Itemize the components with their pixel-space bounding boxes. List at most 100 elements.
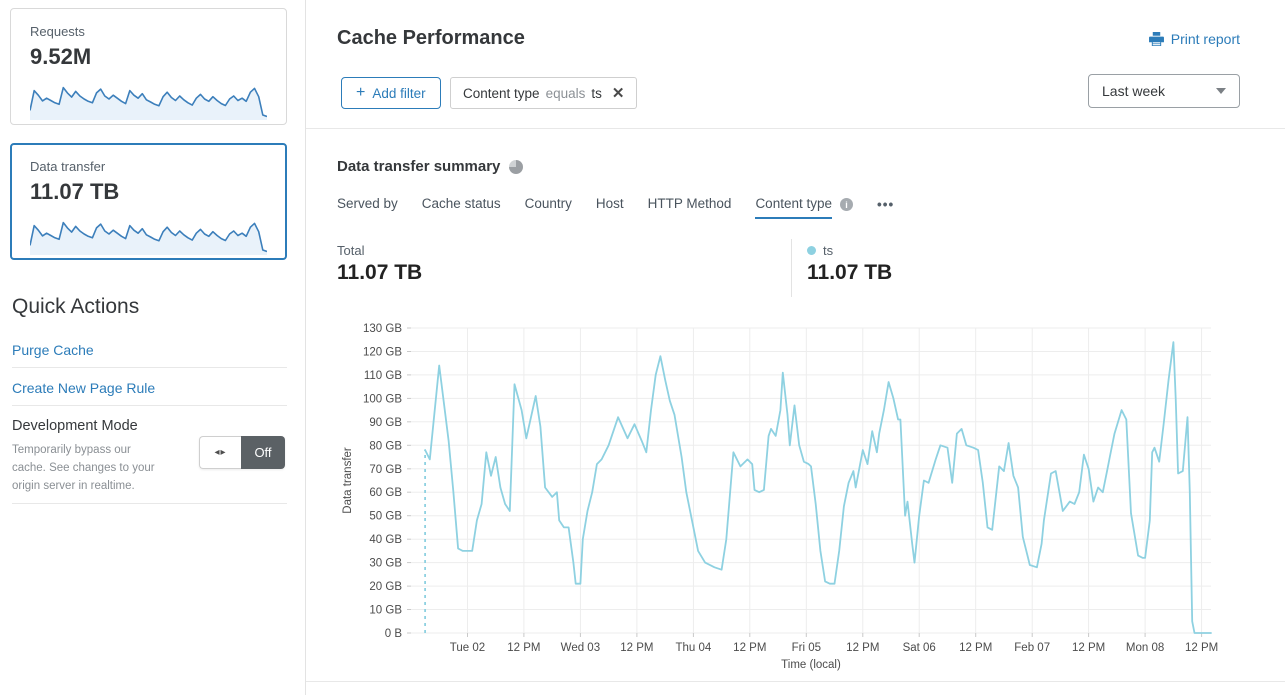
chart-axis-labels: 0 B 10 GB 20 GB 30 GB 40 GB 50 GB 60 GB 70 GB 80… bbox=[342, 323, 1218, 671]
svg-text:Sat 06: Sat 06 bbox=[903, 642, 936, 654]
svg-text:12 PM: 12 PM bbox=[959, 642, 992, 654]
total-label: Total bbox=[337, 243, 365, 258]
add-filter-label: Add filter bbox=[372, 85, 426, 101]
tab-label: HTTP Method bbox=[647, 196, 732, 211]
chart-gridlines bbox=[407, 327, 1211, 637]
print-report-label: Print report bbox=[1170, 31, 1240, 47]
metric-card-data-transfer[interactable]: Data transfer 11.07 TB bbox=[10, 143, 287, 260]
svg-text:Tue 02: Tue 02 bbox=[450, 642, 485, 654]
filter-value: ts bbox=[591, 85, 602, 101]
toggle-arrows-icon: ◂▸ bbox=[199, 436, 241, 469]
svg-text:50 GB: 50 GB bbox=[369, 511, 402, 523]
development-mode-title: Development Mode bbox=[12, 418, 138, 434]
main-panel: Cache Performance Print report + Add fil… bbox=[305, 0, 1285, 695]
metric-label-requests: Requests bbox=[30, 24, 85, 39]
series-legend: ts 11.07 TB bbox=[807, 243, 892, 285]
svg-text:12 PM: 12 PM bbox=[733, 642, 766, 654]
svg-text:12 PM: 12 PM bbox=[846, 642, 879, 654]
info-icon[interactable]: i bbox=[840, 198, 853, 211]
svg-text:110 GB: 110 GB bbox=[364, 370, 402, 382]
chart-container: 0 B 10 GB 20 GB 30 GB 40 GB 50 GB 60 GB 70 GB 80… bbox=[331, 316, 1221, 683]
svg-text:100 GB: 100 GB bbox=[363, 393, 402, 405]
data-transfer-sparkline-chart bbox=[30, 221, 267, 255]
svg-text:30 GB: 30 GB bbox=[369, 558, 402, 570]
time-range-select[interactable]: Last week bbox=[1088, 74, 1240, 108]
divider bbox=[12, 405, 287, 406]
svg-text:70 GB: 70 GB bbox=[369, 464, 402, 476]
purge-cache-link[interactable]: Purge Cache bbox=[12, 342, 94, 358]
print-report-button[interactable]: Print report bbox=[1148, 31, 1240, 47]
svg-text:Wed 03: Wed 03 bbox=[561, 642, 600, 654]
svg-text:12 PM: 12 PM bbox=[620, 642, 653, 654]
tab-content-type[interactable]: Content type i bbox=[755, 196, 853, 221]
total-stat: Total 11.07 TB bbox=[337, 243, 422, 285]
filter-field: Content type bbox=[463, 85, 540, 101]
svg-text:20 GB: 20 GB bbox=[369, 581, 402, 593]
tab-label: Country bbox=[524, 196, 572, 211]
metric-card-requests[interactable]: Requests 9.52M bbox=[10, 8, 287, 125]
plus-icon: + bbox=[356, 84, 366, 101]
chart-series-ts bbox=[424, 341, 1212, 634]
requests-sparkline-chart bbox=[30, 86, 267, 120]
filter-chip-content-type: Content type equals ts ✕ bbox=[450, 77, 638, 109]
total-value: 11.07 TB bbox=[337, 261, 423, 284]
tab-cache-status[interactable]: Cache status bbox=[422, 196, 501, 221]
divider bbox=[12, 367, 287, 368]
printer-icon bbox=[1148, 32, 1164, 46]
svg-text:Mon 08: Mon 08 bbox=[1126, 642, 1164, 654]
create-page-rule-link[interactable]: Create New Page Rule bbox=[12, 380, 156, 396]
svg-text:120 GB: 120 GB bbox=[363, 347, 402, 359]
divider bbox=[306, 681, 1285, 682]
tab-host[interactable]: Host bbox=[596, 196, 624, 221]
legend-series-name: ts bbox=[823, 243, 834, 258]
quick-actions-title: Quick Actions bbox=[12, 295, 140, 318]
time-range-value: Last week bbox=[1102, 83, 1166, 99]
add-filter-button[interactable]: + Add filter bbox=[341, 77, 441, 109]
metric-value-data-transfer: 11.07 TB bbox=[30, 179, 120, 204]
svg-text:10 GB: 10 GB bbox=[369, 605, 402, 617]
tab-label: Content type bbox=[755, 196, 832, 219]
tab-label: Served by bbox=[337, 196, 398, 211]
summary-tabs: Served by Cache status Country Host HTTP Met… bbox=[337, 196, 853, 221]
tab-served-by[interactable]: Served by bbox=[337, 196, 398, 221]
divider bbox=[12, 503, 287, 504]
pie-chart-icon bbox=[509, 159, 524, 174]
svg-text:40 GB: 40 GB bbox=[369, 534, 402, 546]
summary-tabs-row: Served by Cache status Country Host HTTP Met… bbox=[337, 196, 894, 221]
summary-header: Data transfer summary bbox=[337, 158, 524, 175]
svg-text:0 B: 0 B bbox=[385, 628, 403, 640]
svg-text:80 GB: 80 GB bbox=[369, 440, 402, 452]
svg-text:130 GB: 130 GB bbox=[363, 323, 402, 335]
chevron-down-icon bbox=[1216, 88, 1226, 94]
tab-label: Host bbox=[595, 196, 624, 211]
legend-series-value: 11.07 TB bbox=[807, 261, 893, 284]
tab-http-method[interactable]: HTTP Method bbox=[648, 196, 732, 221]
svg-text:12 PM: 12 PM bbox=[1072, 642, 1105, 654]
more-tabs-button[interactable]: ••• bbox=[877, 197, 895, 212]
svg-text:12 PM: 12 PM bbox=[507, 642, 540, 654]
tab-country[interactable]: Country bbox=[525, 196, 572, 221]
metric-value-requests: 9.52M bbox=[30, 44, 92, 69]
toggle-state-label: Off bbox=[241, 436, 285, 469]
svg-text:60 GB: 60 GB bbox=[369, 487, 402, 499]
divider bbox=[306, 128, 1285, 129]
svg-text:Thu 04: Thu 04 bbox=[675, 642, 711, 654]
development-mode-toggle[interactable]: ◂▸ Off bbox=[199, 436, 285, 469]
summary-title: Data transfer summary bbox=[337, 158, 501, 175]
svg-text:12 PM: 12 PM bbox=[1185, 642, 1218, 654]
sidebar: Requests 9.52M Data transfer 11.07 TB Qu… bbox=[0, 0, 305, 695]
svg-text:Feb 07: Feb 07 bbox=[1014, 642, 1050, 654]
svg-text:90 GB: 90 GB bbox=[369, 417, 402, 429]
page-title: Cache Performance bbox=[337, 27, 525, 49]
tab-label: Cache status bbox=[421, 196, 501, 211]
metric-label-data-transfer: Data transfer bbox=[30, 159, 106, 174]
legend-dot-icon bbox=[807, 246, 816, 255]
filter-operator: equals bbox=[545, 85, 586, 101]
svg-text:Fri 05: Fri 05 bbox=[792, 642, 821, 654]
remove-filter-icon[interactable]: ✕ bbox=[611, 85, 625, 102]
svg-text:Data transfer: Data transfer bbox=[342, 447, 354, 514]
svg-text:Time (local): Time (local) bbox=[781, 659, 841, 671]
data-transfer-chart: 0 B 10 GB 20 GB 30 GB 40 GB 50 GB 60 GB 70 GB 80… bbox=[342, 323, 1218, 671]
divider bbox=[791, 239, 792, 297]
